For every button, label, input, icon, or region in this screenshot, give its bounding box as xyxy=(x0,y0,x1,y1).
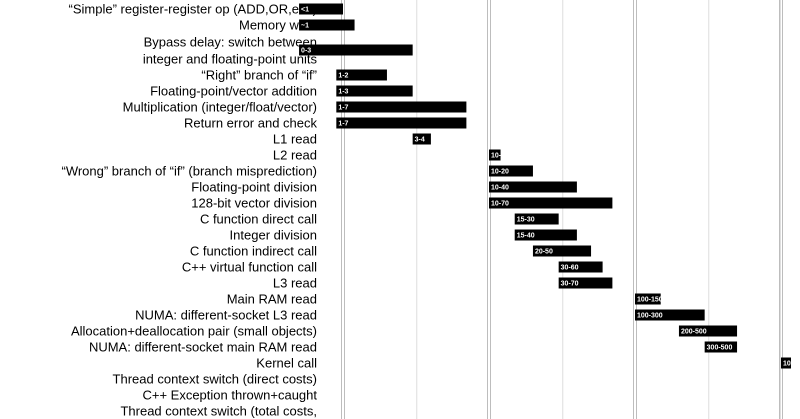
gridlines xyxy=(341,0,783,419)
bar-label: 0-3 xyxy=(301,48,311,55)
bar xyxy=(299,19,355,31)
row-label: Bypass delay: switch between integer and … xyxy=(143,35,318,67)
row-label: C function direct call xyxy=(200,212,317,227)
row-label: Memory write xyxy=(239,18,317,33)
bar-label: 10-40 xyxy=(491,185,509,192)
bar-label: <1 xyxy=(301,7,309,14)
bar xyxy=(336,69,387,81)
row-label: Main RAM read xyxy=(227,292,317,307)
bar-label: 3-4 xyxy=(415,137,425,144)
bar-label: 30-70 xyxy=(561,281,579,288)
bar-label: 10-70 xyxy=(491,201,509,208)
row-label: Thread context switch (total costs, xyxy=(120,404,317,419)
bar-label: 100-150 xyxy=(637,297,663,304)
bar xyxy=(514,229,577,241)
bar-label: 10-12 xyxy=(491,153,509,160)
row-label: C++ virtual function call xyxy=(182,260,317,275)
row-label: Allocation+deallocation pair (small obje… xyxy=(71,324,317,339)
bar xyxy=(412,133,431,145)
bar xyxy=(299,3,343,15)
row-label: C++ Exception thrown+caught xyxy=(142,388,317,403)
bar xyxy=(781,357,791,369)
bars: <1 ~1 0-3 1-2 1-3 1-7 1-7 3-4 10-12 10-20 10-40 10-… xyxy=(299,3,800,369)
bar-label: 15-30 xyxy=(517,217,535,224)
row-label: Kernel call xyxy=(256,356,317,371)
bar xyxy=(299,44,413,56)
bar-label: 1-3 xyxy=(338,89,348,96)
bar xyxy=(514,213,559,225)
row-label: NUMA: different-socket main RAM read xyxy=(89,340,317,355)
row-label: “Simple” register-register op (ADD,OR,et… xyxy=(69,2,318,17)
bar-label: 10-20 xyxy=(491,169,509,176)
bar-label: 20-50 xyxy=(535,249,553,256)
bar xyxy=(489,197,613,209)
row-label: 128-bit vector division xyxy=(191,196,317,211)
bar xyxy=(558,277,613,289)
bar xyxy=(489,149,501,161)
row-label: “Right” branch of “if” xyxy=(201,68,317,83)
bar xyxy=(336,85,413,97)
bar xyxy=(336,101,467,113)
row-label: Multiplication (integer/float/vector) xyxy=(123,100,317,115)
bar xyxy=(336,117,467,129)
bar-label: 30-60 xyxy=(561,265,579,272)
row-label: “Wrong” branch of “if” (branch mispredic… xyxy=(61,164,317,179)
bar xyxy=(704,341,738,353)
row-label: Integer division xyxy=(230,228,317,243)
bar xyxy=(678,325,738,337)
row-label: C function indirect call xyxy=(190,244,317,259)
bar xyxy=(532,245,592,257)
bar-label: 1-7 xyxy=(338,105,348,112)
bar-label: 300-500 xyxy=(707,345,733,352)
row-labels: “Simple” register-register op (ADD,OR,et… xyxy=(61,2,317,419)
bar xyxy=(489,165,533,177)
row-label: Return error and check xyxy=(184,116,317,131)
bar xyxy=(635,309,705,321)
bar-label: 1-7 xyxy=(338,121,348,128)
bar-label: 100-300 xyxy=(637,313,663,320)
bar-label: 1000-1500 xyxy=(783,361,800,368)
bar-label: 15-40 xyxy=(517,233,535,240)
bar-label: 1-2 xyxy=(338,73,348,80)
bar-label: 200-500 xyxy=(681,329,707,336)
bar xyxy=(558,261,603,273)
row-label: Floating-point division xyxy=(191,180,317,195)
row-label: NUMA: different-socket L3 read xyxy=(135,308,317,323)
bar xyxy=(635,293,661,305)
bar-label: ~1 xyxy=(301,23,309,30)
row-label: L1 read xyxy=(273,132,317,147)
row-label: L3 read xyxy=(273,276,317,291)
row-label: Thread context switch (direct costs) xyxy=(113,372,317,387)
row-label: L2 read xyxy=(273,148,317,163)
bar xyxy=(489,181,577,193)
row-label: Floating-point/vector addition xyxy=(150,84,317,99)
